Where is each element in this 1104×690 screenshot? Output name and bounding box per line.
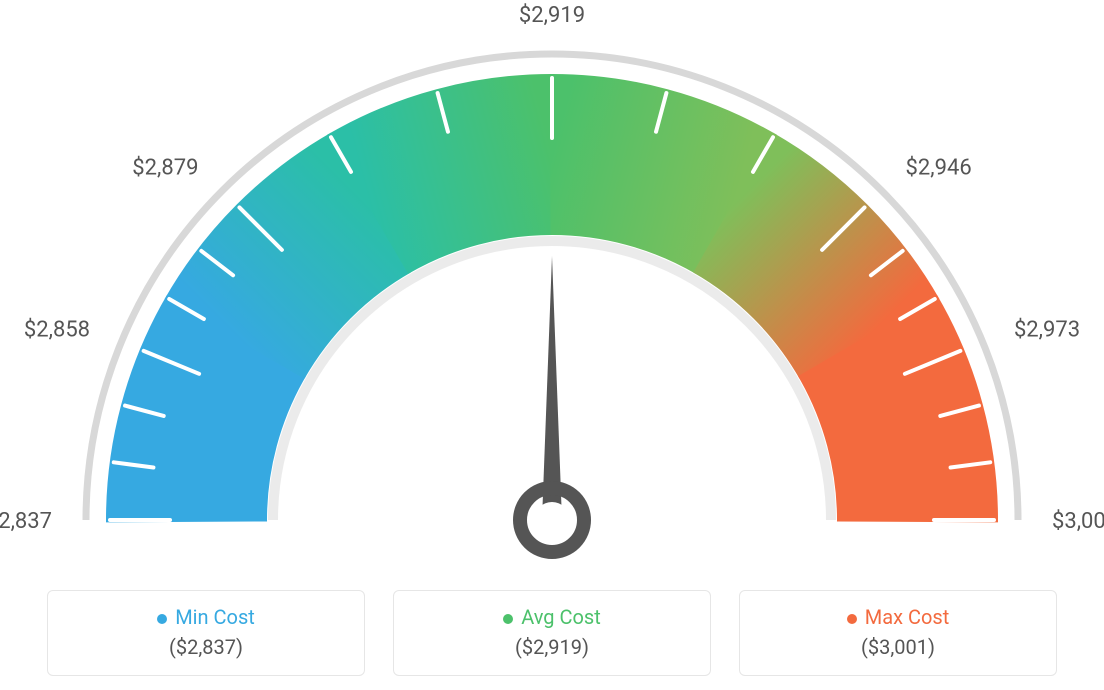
legend-label-avg: Avg Cost	[521, 605, 601, 629]
gauge-tick-label: $2,879	[132, 155, 198, 180]
chart-wrapper: $2,837 $2,858 $2,879 $2,919 $2,946 $2,973 $3,0…	[0, 0, 1104, 690]
legend-label-min: Min Cost	[175, 605, 255, 629]
legend-value-avg: ($2,919)	[404, 635, 700, 659]
legend-card-max: Max Cost ($3,001)	[739, 590, 1057, 676]
bullet-icon	[157, 614, 167, 624]
legend-card-min: Min Cost ($2,837)	[47, 590, 365, 676]
gauge-tick-label: $2,858	[24, 318, 90, 343]
legend-value-max: ($3,001)	[750, 635, 1046, 659]
bullet-icon	[503, 614, 513, 624]
gauge-tick-label: $3,001	[1052, 509, 1104, 534]
gauge-needle	[542, 256, 562, 520]
legend-row: Min Cost ($2,837) Avg Cost ($2,919) Max …	[0, 590, 1104, 676]
gauge-tick-label: $2,973	[1014, 318, 1080, 343]
gauge-tick-label: $2,919	[519, 3, 585, 28]
legend-card-avg: Avg Cost ($2,919)	[393, 590, 711, 676]
legend-title-avg: Avg Cost	[404, 605, 700, 629]
legend-value-min: ($2,837)	[58, 635, 354, 659]
needle-hub-center	[534, 502, 570, 538]
gauge-chart: $2,837 $2,858 $2,879 $2,919 $2,946 $2,973 $3,0…	[0, 0, 1104, 560]
gauge-tick-label: $2,946	[906, 155, 972, 180]
legend-label-max: Max Cost	[865, 605, 950, 629]
gauge-svg: $2,837 $2,858 $2,879 $2,919 $2,946 $2,973 $3,0…	[0, 0, 1104, 560]
legend-title-max: Max Cost	[750, 605, 1046, 629]
legend-title-min: Min Cost	[58, 605, 354, 629]
gauge-tick-label: $2,837	[0, 509, 52, 534]
bullet-icon	[847, 614, 857, 624]
